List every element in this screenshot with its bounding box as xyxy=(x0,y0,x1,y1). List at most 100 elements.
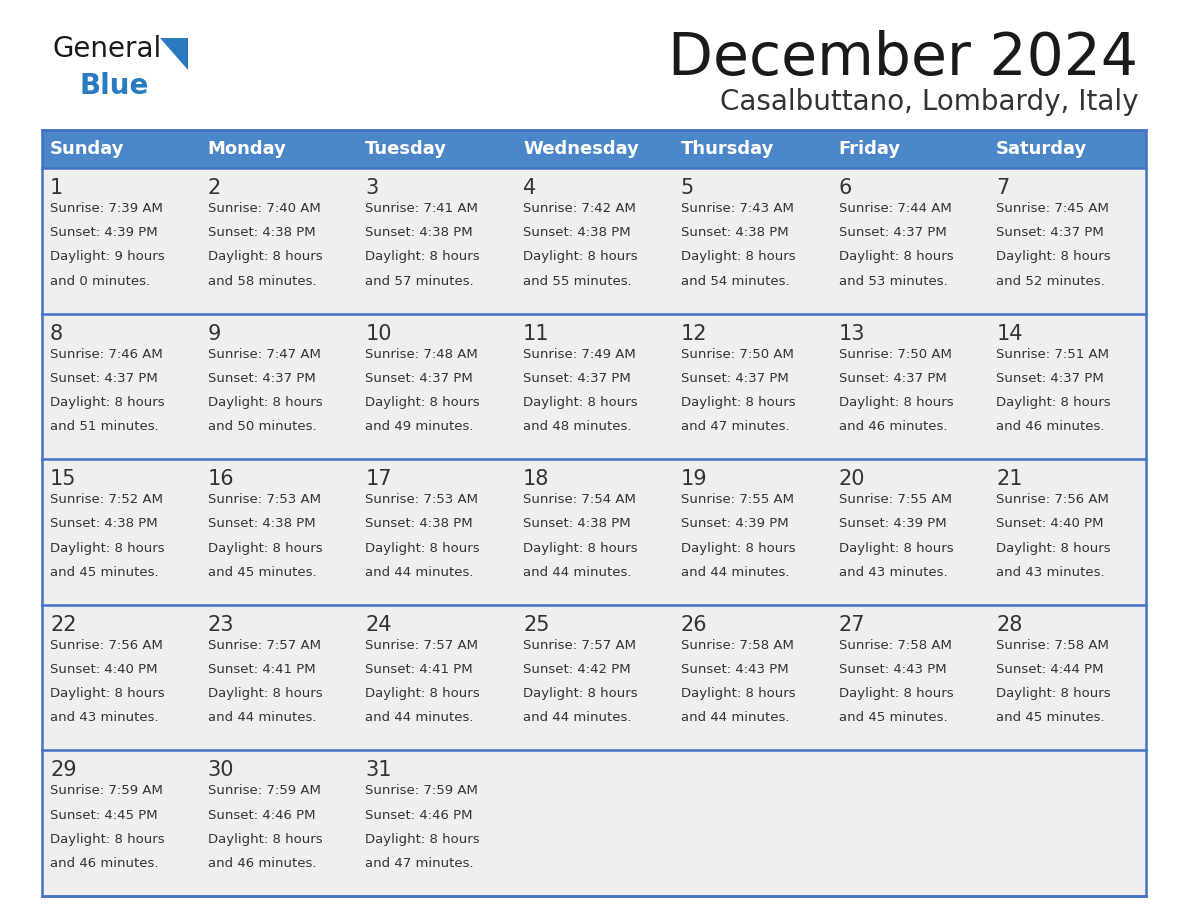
Text: Daylight: 8 hours: Daylight: 8 hours xyxy=(523,688,638,700)
Bar xyxy=(830,130,988,168)
Text: and 44 minutes.: and 44 minutes. xyxy=(523,565,632,578)
Text: 30: 30 xyxy=(208,760,234,780)
Text: Sunset: 4:38 PM: Sunset: 4:38 PM xyxy=(208,226,315,240)
Text: Sunrise: 7:57 AM: Sunrise: 7:57 AM xyxy=(523,639,636,652)
Text: Sunrise: 7:41 AM: Sunrise: 7:41 AM xyxy=(366,202,479,215)
Bar xyxy=(830,314,988,459)
Text: 2: 2 xyxy=(208,178,221,198)
Text: Daylight: 8 hours: Daylight: 8 hours xyxy=(997,542,1111,554)
Text: Sunset: 4:39 PM: Sunset: 4:39 PM xyxy=(839,518,946,531)
Text: 24: 24 xyxy=(366,615,392,635)
Text: Tuesday: Tuesday xyxy=(366,140,448,158)
Text: 9: 9 xyxy=(208,324,221,343)
Text: Daylight: 8 hours: Daylight: 8 hours xyxy=(523,251,638,263)
Bar xyxy=(988,130,1146,168)
Text: Saturday: Saturday xyxy=(997,140,1087,158)
Bar xyxy=(358,314,516,459)
Text: Thursday: Thursday xyxy=(681,140,775,158)
Text: Sunset: 4:37 PM: Sunset: 4:37 PM xyxy=(50,372,158,385)
Bar xyxy=(358,459,516,605)
Text: and 58 minutes.: and 58 minutes. xyxy=(208,274,316,287)
Bar xyxy=(516,605,672,750)
Text: Sunrise: 7:53 AM: Sunrise: 7:53 AM xyxy=(366,493,479,506)
Text: Daylight: 8 hours: Daylight: 8 hours xyxy=(208,396,322,409)
Text: Sunrise: 7:45 AM: Sunrise: 7:45 AM xyxy=(997,202,1110,215)
Text: Sunset: 4:37 PM: Sunset: 4:37 PM xyxy=(839,226,947,240)
Bar xyxy=(358,605,516,750)
Text: Daylight: 8 hours: Daylight: 8 hours xyxy=(366,688,480,700)
Text: Sunrise: 7:58 AM: Sunrise: 7:58 AM xyxy=(839,639,952,652)
Bar xyxy=(988,314,1146,459)
Bar xyxy=(42,168,200,314)
Bar xyxy=(42,130,1146,896)
Text: Sunrise: 7:54 AM: Sunrise: 7:54 AM xyxy=(523,493,636,506)
Text: Daylight: 8 hours: Daylight: 8 hours xyxy=(681,251,796,263)
Polygon shape xyxy=(160,38,188,70)
Bar xyxy=(358,750,516,896)
Text: and 45 minutes.: and 45 minutes. xyxy=(839,711,947,724)
Text: 23: 23 xyxy=(208,615,234,635)
Text: Sunset: 4:45 PM: Sunset: 4:45 PM xyxy=(50,809,158,822)
Text: Sunrise: 7:58 AM: Sunrise: 7:58 AM xyxy=(997,639,1110,652)
Text: Daylight: 8 hours: Daylight: 8 hours xyxy=(208,833,322,845)
Bar xyxy=(42,130,200,168)
Text: 17: 17 xyxy=(366,469,392,489)
Text: Sunset: 4:37 PM: Sunset: 4:37 PM xyxy=(839,372,947,385)
Text: Daylight: 8 hours: Daylight: 8 hours xyxy=(839,688,953,700)
Text: Monday: Monday xyxy=(208,140,286,158)
Text: Sunset: 4:46 PM: Sunset: 4:46 PM xyxy=(366,809,473,822)
Text: and 44 minutes.: and 44 minutes. xyxy=(366,565,474,578)
Text: and 51 minutes.: and 51 minutes. xyxy=(50,420,159,433)
Text: Sunset: 4:38 PM: Sunset: 4:38 PM xyxy=(523,518,631,531)
Bar xyxy=(672,314,830,459)
Text: Sunrise: 7:51 AM: Sunrise: 7:51 AM xyxy=(997,348,1110,361)
Text: Daylight: 8 hours: Daylight: 8 hours xyxy=(208,251,322,263)
Text: General: General xyxy=(52,35,162,63)
Text: Sunrise: 7:44 AM: Sunrise: 7:44 AM xyxy=(839,202,952,215)
Text: December 2024: December 2024 xyxy=(668,30,1138,87)
Text: Sunrise: 7:55 AM: Sunrise: 7:55 AM xyxy=(681,493,794,506)
Text: Sunrise: 7:47 AM: Sunrise: 7:47 AM xyxy=(208,348,321,361)
Text: Sunrise: 7:53 AM: Sunrise: 7:53 AM xyxy=(208,493,321,506)
Text: 13: 13 xyxy=(839,324,865,343)
Text: Sunset: 4:37 PM: Sunset: 4:37 PM xyxy=(366,372,473,385)
Text: 6: 6 xyxy=(839,178,852,198)
Text: Sunrise: 7:58 AM: Sunrise: 7:58 AM xyxy=(681,639,794,652)
Text: and 44 minutes.: and 44 minutes. xyxy=(681,565,789,578)
Text: Daylight: 8 hours: Daylight: 8 hours xyxy=(50,833,165,845)
Text: and 50 minutes.: and 50 minutes. xyxy=(208,420,316,433)
Text: and 53 minutes.: and 53 minutes. xyxy=(839,274,947,287)
Bar xyxy=(516,750,672,896)
Bar xyxy=(672,605,830,750)
Text: Daylight: 8 hours: Daylight: 8 hours xyxy=(681,688,796,700)
Text: and 44 minutes.: and 44 minutes. xyxy=(523,711,632,724)
Text: 19: 19 xyxy=(681,469,708,489)
Bar xyxy=(672,459,830,605)
Text: Sunrise: 7:49 AM: Sunrise: 7:49 AM xyxy=(523,348,636,361)
Bar xyxy=(200,314,358,459)
Bar xyxy=(672,168,830,314)
Text: Sunrise: 7:50 AM: Sunrise: 7:50 AM xyxy=(681,348,794,361)
Text: Daylight: 8 hours: Daylight: 8 hours xyxy=(208,688,322,700)
Text: and 46 minutes.: and 46 minutes. xyxy=(839,420,947,433)
Text: and 49 minutes.: and 49 minutes. xyxy=(366,420,474,433)
Text: and 44 minutes.: and 44 minutes. xyxy=(681,711,789,724)
Text: Daylight: 8 hours: Daylight: 8 hours xyxy=(681,542,796,554)
Bar xyxy=(830,605,988,750)
Text: Sunset: 4:38 PM: Sunset: 4:38 PM xyxy=(681,226,789,240)
Text: Sunrise: 7:50 AM: Sunrise: 7:50 AM xyxy=(839,348,952,361)
Text: Daylight: 8 hours: Daylight: 8 hours xyxy=(839,542,953,554)
Text: 3: 3 xyxy=(366,178,379,198)
Text: Sunrise: 7:56 AM: Sunrise: 7:56 AM xyxy=(50,639,163,652)
Text: and 45 minutes.: and 45 minutes. xyxy=(50,565,159,578)
Text: Daylight: 8 hours: Daylight: 8 hours xyxy=(997,251,1111,263)
Text: Sunset: 4:38 PM: Sunset: 4:38 PM xyxy=(50,518,158,531)
Bar xyxy=(988,168,1146,314)
Text: Sunrise: 7:39 AM: Sunrise: 7:39 AM xyxy=(50,202,163,215)
Text: Sunset: 4:39 PM: Sunset: 4:39 PM xyxy=(50,226,158,240)
Text: and 54 minutes.: and 54 minutes. xyxy=(681,274,790,287)
Text: Daylight: 9 hours: Daylight: 9 hours xyxy=(50,251,165,263)
Text: Sunset: 4:39 PM: Sunset: 4:39 PM xyxy=(681,518,789,531)
Bar xyxy=(988,605,1146,750)
Text: Sunset: 4:40 PM: Sunset: 4:40 PM xyxy=(50,663,158,676)
